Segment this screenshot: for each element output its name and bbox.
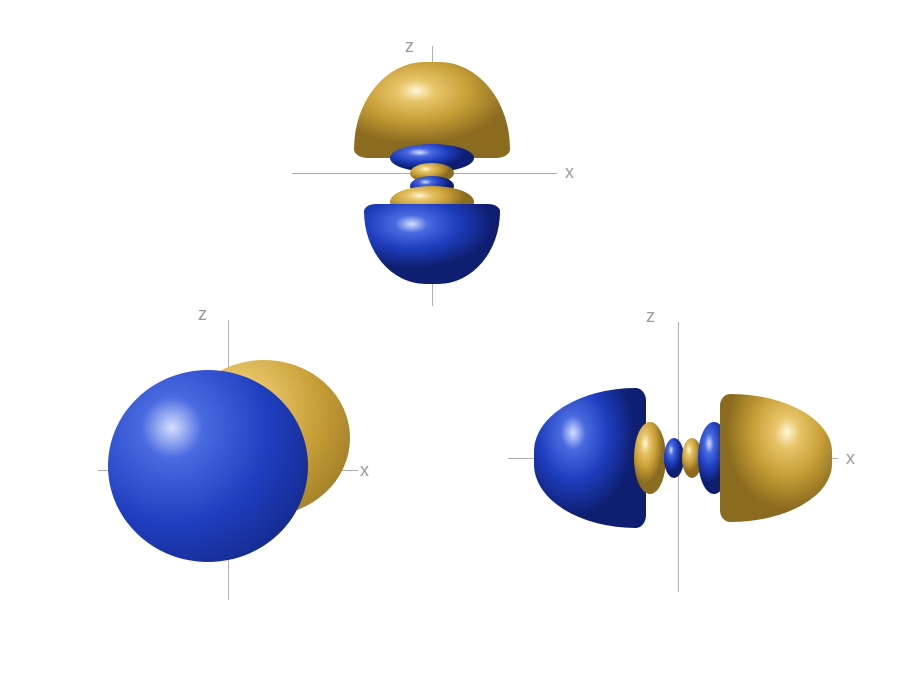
axis-label-z: z [198, 304, 207, 325]
axis-label-x: x [360, 460, 369, 481]
axis-label-x: x [565, 162, 574, 183]
lobe-blue-outer-left [534, 388, 646, 528]
diagram-canvas: z x z x z x [0, 0, 900, 675]
axis-label-z: z [405, 36, 414, 57]
lobe-blue-outer-bot [364, 204, 500, 284]
axis-label-x: x [846, 448, 855, 469]
lobe-blue-front [108, 370, 308, 562]
lobe-blue-small-left [664, 438, 684, 478]
lobe-gold-ring-left [634, 422, 666, 494]
axis-label-z: z [646, 306, 655, 327]
lobe-gold-outer-right [720, 394, 832, 522]
